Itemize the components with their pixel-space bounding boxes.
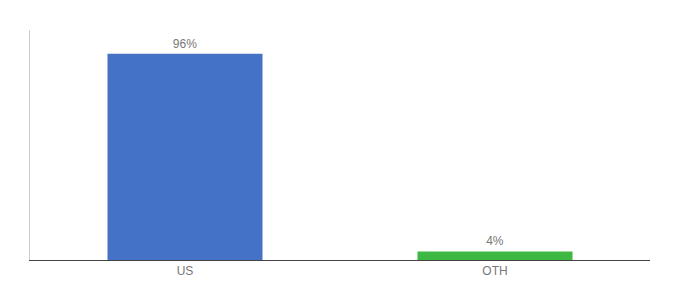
svg-text:US: US <box>177 264 194 278</box>
svg-text:OTH: OTH <box>482 264 507 278</box>
svg-text:96%: 96% <box>173 37 197 51</box>
svg-text:4%: 4% <box>486 234 504 248</box>
